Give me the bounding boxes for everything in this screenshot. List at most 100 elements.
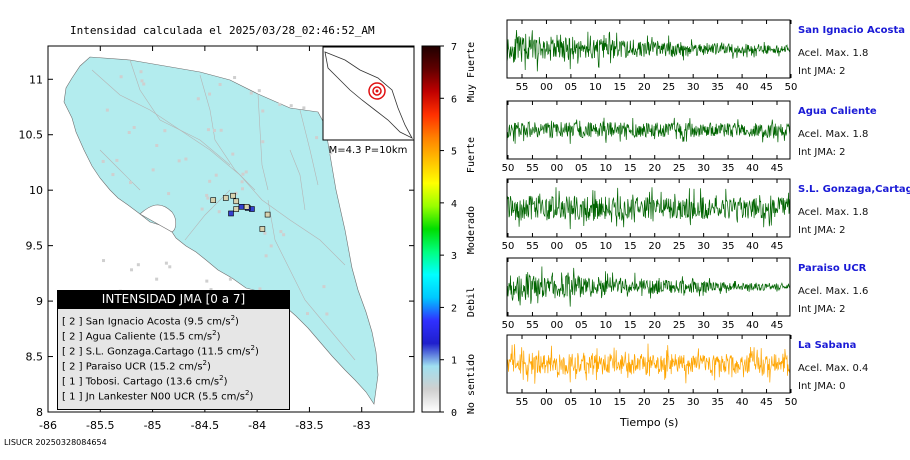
colorbar-tick-label: 4 — [451, 199, 457, 210]
intensity-station-marker — [233, 198, 240, 205]
station-dot — [200, 207, 204, 211]
station-dot — [329, 151, 333, 155]
inset-magnitude-label: M=4.3 P=10km — [329, 145, 408, 156]
station-dot — [132, 125, 136, 129]
map-frame — [47, 45, 415, 413]
station-dot — [127, 130, 131, 134]
waveform-tick-label: 10 — [589, 82, 602, 93]
waveform-tick-label: 15 — [613, 397, 626, 408]
waveform-tick-label: 45 — [771, 163, 784, 174]
x-tick-label: -86 — [39, 419, 57, 432]
waveform-tick-label: 30 — [697, 320, 710, 331]
waveform-frame — [506, 257, 791, 317]
station-dot — [206, 196, 210, 200]
footer-id: LISUCR 20250328084654 — [4, 438, 107, 447]
intensity-station-marker — [238, 204, 245, 210]
y-tick-label: 8.5 — [26, 351, 44, 364]
waveform-tick-label: 10 — [599, 241, 612, 252]
legend-row-text: [ 2 ] Agua Caliente (15.5 cm/s — [62, 331, 213, 343]
station-dot — [184, 157, 188, 161]
legend-row-text: [ 2 ] San Ignacio Acosta (9.5 cm/s — [62, 316, 231, 328]
road-line — [129, 59, 231, 166]
station-dot — [111, 173, 115, 177]
legend-row-unit-exponent: 2 — [250, 344, 255, 352]
station-dot — [130, 268, 134, 272]
station-dot — [234, 191, 238, 195]
station-dot — [325, 312, 329, 316]
waveform-tick-label: 30 — [697, 241, 710, 252]
legend-row-unit-exponent: 2 — [212, 329, 217, 337]
waveform-tick-label: 55 — [516, 82, 529, 93]
waveform-tick-label: 30 — [687, 397, 700, 408]
road-line — [261, 199, 346, 266]
waveform-tick-label: 35 — [722, 163, 735, 174]
x-tick-label: -83.5 — [295, 419, 323, 432]
legend-row-close: ) — [207, 361, 211, 373]
y-tick-label: 9 — [36, 295, 43, 308]
legend-row-close: ) — [249, 391, 254, 403]
waveform-tick-label: 00 — [540, 82, 553, 93]
station-dot — [282, 233, 286, 237]
legend-row-unit-exponent: 2 — [230, 314, 236, 322]
waveform-tick-label: 20 — [648, 320, 661, 331]
waveform-tick-label: 45 — [760, 397, 773, 408]
waveform-tick-label: 10 — [589, 397, 602, 408]
station-dot — [244, 170, 248, 174]
waveform-tick-label: 55 — [526, 163, 539, 174]
road-line — [257, 93, 269, 191]
intensity-station-marker — [233, 206, 240, 212]
waveform-tick-label: 05 — [575, 320, 588, 331]
waveform-xlabel: Tiempo (s) — [620, 416, 679, 429]
epicenter-center — [375, 89, 379, 93]
waveform-tick-label: 50 — [502, 163, 515, 174]
waveform-tick-label: 50 — [785, 82, 798, 93]
waveform-tick-label: 10 — [599, 163, 612, 174]
station-acel-max: Acel. Max. 1.8 — [798, 129, 869, 140]
station-dot — [140, 79, 144, 83]
y-tick-label: 10 — [29, 184, 43, 197]
waveform-tick-label: 55 — [526, 320, 539, 331]
road-line — [289, 149, 306, 211]
legend-row-text: [ 2 ] S.L. Gonzaga.Cartago (11.5 cm/s — [62, 346, 251, 358]
waveform-panel-bg — [507, 335, 790, 393]
waveform-panel: 50 55 00 05 10 15 20 25 30 35 40 45 — [502, 178, 791, 252]
station-dot — [105, 108, 109, 112]
waveform-tick-label: 45 — [771, 320, 784, 331]
legend-title: INTENSIDAD JMA [0 a 7] — [57, 290, 290, 309]
colorbar-tick-label: 5 — [451, 147, 457, 158]
station-acel-max: Acel. Max. 1.8 — [798, 48, 869, 59]
waveform-tick-label: 20 — [638, 397, 651, 408]
x-tick-label: -84.5 — [191, 419, 219, 432]
station-dot — [214, 173, 218, 177]
waveform-tick-label: 25 — [673, 320, 686, 331]
colorbar-tick-label: 2 — [451, 303, 457, 314]
station-dot — [269, 244, 273, 248]
station-dot — [322, 285, 326, 289]
station-int-jma: Int JMA: 2 — [798, 304, 846, 315]
waveform-tick-label: 25 — [673, 163, 686, 174]
x-tick-label: -84 — [248, 419, 266, 432]
y-tick-label: 8 — [36, 406, 43, 419]
intensity-station-marker — [264, 211, 271, 218]
waveform-tick-label: 00 — [540, 397, 553, 408]
station-dot — [136, 263, 140, 267]
waveform-tick-label: 05 — [575, 241, 588, 252]
y-tick-label: 9.5 — [26, 240, 44, 253]
waveform-tick-label: 45 — [760, 82, 773, 93]
colorbar-ticks: 0 1 2 3 4 5 6 7 — [440, 42, 457, 419]
waveform-tick-label: 50 — [502, 241, 515, 252]
waveform-tick-label: 25 — [662, 397, 675, 408]
station-name: S.L. Gonzaga,Cartago — [798, 184, 910, 195]
station-dot — [302, 106, 306, 110]
waveform-frame — [506, 19, 791, 79]
station-dot — [231, 152, 235, 156]
road-line — [199, 74, 256, 191]
waveform-tick-label: 35 — [722, 320, 735, 331]
waveform-tick-label: 35 — [711, 397, 724, 408]
station-dot — [102, 259, 106, 263]
waveform-panel: 50 55 00 05 10 15 20 25 30 35 40 45 — [502, 257, 791, 331]
colorbar-category-label: Debil — [466, 287, 477, 317]
waveform-tick-label: 25 — [673, 241, 686, 252]
station-dot — [206, 128, 210, 132]
station-dot — [205, 193, 209, 197]
